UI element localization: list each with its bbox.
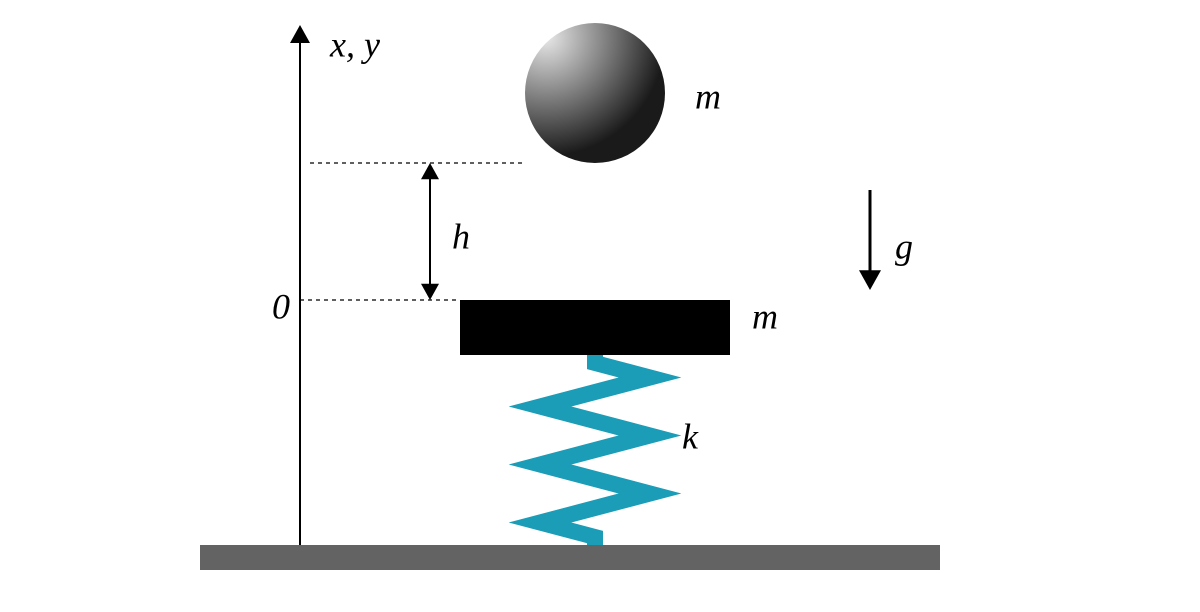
ground-bar [200,545,940,570]
height-label: h [452,216,470,256]
ball [525,23,665,163]
spring-label: k [682,416,699,456]
gravity-label: g [895,226,913,266]
spring [540,355,650,545]
axis-label: x, y [329,24,380,64]
zero-label: 0 [272,286,290,326]
platform [460,300,730,355]
ball-mass-label: m [695,76,721,116]
platform-mass-label: m [752,296,778,336]
